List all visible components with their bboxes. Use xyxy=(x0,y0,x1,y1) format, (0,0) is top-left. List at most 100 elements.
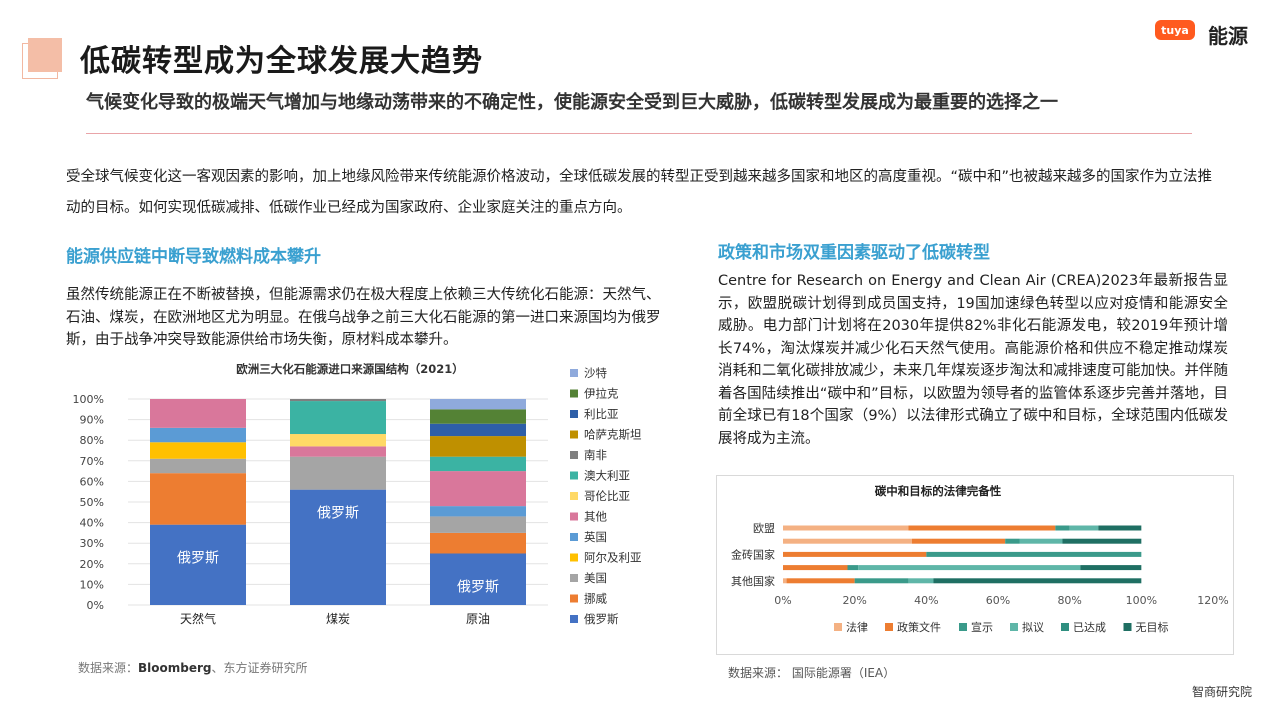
chart1-bar-segment xyxy=(430,409,526,424)
chart1-legend-swatch xyxy=(570,512,578,521)
chart2-category-label: 其他国家 xyxy=(731,574,775,588)
chart1-bar-segment xyxy=(430,436,526,457)
chart1-category-label: 天然气 xyxy=(180,611,216,626)
chart1-bar-segment xyxy=(430,456,526,472)
chart1-ytick-label: 80% xyxy=(80,434,104,447)
chart1-bar-label: 俄罗斯 xyxy=(317,506,359,522)
chart2-bar-segment xyxy=(783,578,787,584)
chart1-bar-segment xyxy=(290,456,386,490)
chart2-legend-label: 已达成 xyxy=(1073,621,1106,634)
intro-paragraph: 受全球气候变化这一客观因素的影响，加上地缘风险带来传统能源价格波动，全球低碳发展… xyxy=(66,169,1213,216)
chart2-category-label: 金砖国家 xyxy=(731,547,775,561)
page-title: 低碳转型成为全球发展大趋势 xyxy=(80,44,483,79)
chart1-bar-segment xyxy=(290,489,386,605)
chart2-bar-segment xyxy=(1062,538,1142,544)
chart1-legend-swatch xyxy=(570,594,578,603)
chart2-bar-segment xyxy=(783,525,909,531)
chart1-legend-label: 利比亚 xyxy=(584,407,619,421)
nengyuan-logo-subtext xyxy=(1208,47,1210,52)
left-source-bold: Bloomberg xyxy=(138,661,212,675)
chart2-bar-segment xyxy=(1055,525,1070,531)
chart1-legend-label: 哈萨克斯坦 xyxy=(584,428,642,442)
chart2-bar-segment xyxy=(908,578,934,584)
chart2-legend-swatch xyxy=(1061,623,1069,631)
chart2-bar-segment xyxy=(1080,565,1142,571)
nengyuan-logo: 能源 xyxy=(1208,20,1248,52)
chart1-legend-label: 美国 xyxy=(584,571,607,585)
chart1-legend-label: 其他 xyxy=(584,510,607,524)
chart1-legend-label: 阿尔及利亚 xyxy=(584,551,642,565)
chart1-bar-segment xyxy=(150,442,246,459)
left-source-note: 数据来源：Bloomberg、东方证券研究所 xyxy=(78,659,308,676)
brand-label: 智商研究院 xyxy=(1192,685,1253,699)
chart1-ytick-label: 10% xyxy=(80,578,104,591)
chart2-legend-label: 拟议 xyxy=(1022,620,1044,634)
chart2-bar-segment xyxy=(783,538,912,544)
chart2-bar-segment xyxy=(933,578,1142,584)
page-subtitle: 气候变化导致的极端天气增加与地缘动荡带来的不确定性，使能源安全受到巨大威胁，低碳… xyxy=(86,92,1058,113)
chart2-frame xyxy=(716,475,1234,655)
chart1-legend-swatch xyxy=(570,574,578,582)
chart2-xtick-label: 120% xyxy=(1197,594,1228,607)
chart1-bar-segment xyxy=(430,516,526,533)
chart1-legend-swatch xyxy=(570,451,578,459)
chart1-bar-segment xyxy=(430,553,526,605)
chart1-bar-segment xyxy=(430,471,526,507)
chart2-xtick-label: 80% xyxy=(1057,594,1081,607)
chart2-bar-segment xyxy=(847,565,859,571)
chart1-ytick-label: 100% xyxy=(73,393,104,406)
chart2-legend-label: 法律 xyxy=(846,620,868,634)
chart2-xtick-label: 100% xyxy=(1126,594,1157,607)
chart1-ytick-label: 60% xyxy=(80,475,104,488)
chart2-xtick-label: 0% xyxy=(774,594,791,607)
tuya-logo: tuya xyxy=(1155,20,1195,40)
chart1-bar-segment xyxy=(150,427,246,443)
chart1-legend-swatch xyxy=(570,430,578,439)
right-source-note: 数据来源： 国际能源署（IEA） xyxy=(728,666,896,680)
chart1-ytick-label: 50% xyxy=(80,496,104,509)
nengyuan-logo-text: 能源 xyxy=(1208,24,1248,48)
left-section-paragraph: 虽然传统能源正在不断被替换，但能源需求仍在极大程度上依赖三大传统化石能源：天然气… xyxy=(66,287,661,348)
chart2-bar-segment xyxy=(858,565,1081,571)
left-source-prefix: 数据来源： xyxy=(78,661,139,675)
chart2-bar-segment xyxy=(783,551,927,557)
chart1-legend-label: 哥伦比亚 xyxy=(584,489,630,503)
chart2-bar-segment xyxy=(1019,538,1063,544)
chart1-legend-swatch xyxy=(570,615,578,623)
chart1-legend-label: 挪威 xyxy=(584,592,607,606)
chart1-bar-segment xyxy=(430,532,526,554)
chart2-xtick-label: 60% xyxy=(986,594,1010,607)
chart1-ytick-label: 0% xyxy=(87,599,104,612)
carbon-neutral-law-chart: 碳中和目标的法律完备性 0% 20% 40% 60% 80% 100% 120% 欧盟金砖国家其… xyxy=(716,475,1234,655)
chart1-bar-label: 俄罗斯 xyxy=(177,551,219,567)
chart1-bar-segment xyxy=(430,399,526,410)
chart1-ytick-label: 90% xyxy=(80,414,104,427)
chart1-ytick-label: 40% xyxy=(80,517,104,530)
chart1-legend-label: 伊拉克 xyxy=(584,387,619,401)
chart1-legend-label: 南非 xyxy=(584,448,607,462)
chart1-ytick-label: 20% xyxy=(80,558,104,571)
chart1-title: 欧洲三大化石能源进口来源国结构（2021） xyxy=(236,362,464,376)
chart1-legend-swatch xyxy=(570,553,578,562)
chart1-bar-segment xyxy=(290,401,386,435)
chart2-bar-segment xyxy=(786,578,855,584)
chart1-bar-segment xyxy=(150,473,246,525)
chart2-category-label: 欧盟 xyxy=(753,522,775,535)
chart1-bar-segment xyxy=(430,423,526,437)
chart2-legend-swatch xyxy=(834,623,842,631)
chart2-title: 碳中和目标的法律完备性 xyxy=(875,484,1002,498)
chart1-legend-label: 俄罗斯 xyxy=(584,612,619,626)
chart1-bar-segment xyxy=(150,399,246,428)
chart1-legend-swatch xyxy=(570,410,578,418)
chart2-bar-segment xyxy=(912,538,1006,544)
chart2-bar-segment xyxy=(1069,525,1099,531)
chart1-bar-segment xyxy=(150,524,246,605)
chart2-bar-segment xyxy=(1005,538,1020,544)
import-structure-chart: 欧洲三大化石能源进口来源国结构（2021） 0% 10% 20% 30% 40% 50% 60… xyxy=(73,362,642,626)
chart1-bar-segment xyxy=(290,434,386,447)
chart1-bar-segment xyxy=(430,506,526,517)
chart2-bar-segment xyxy=(908,525,1056,531)
chart2-xtick-label: 40% xyxy=(914,594,938,607)
chart1-bar-label: 俄罗斯 xyxy=(457,580,499,596)
chart2-bar-segment xyxy=(783,565,848,571)
